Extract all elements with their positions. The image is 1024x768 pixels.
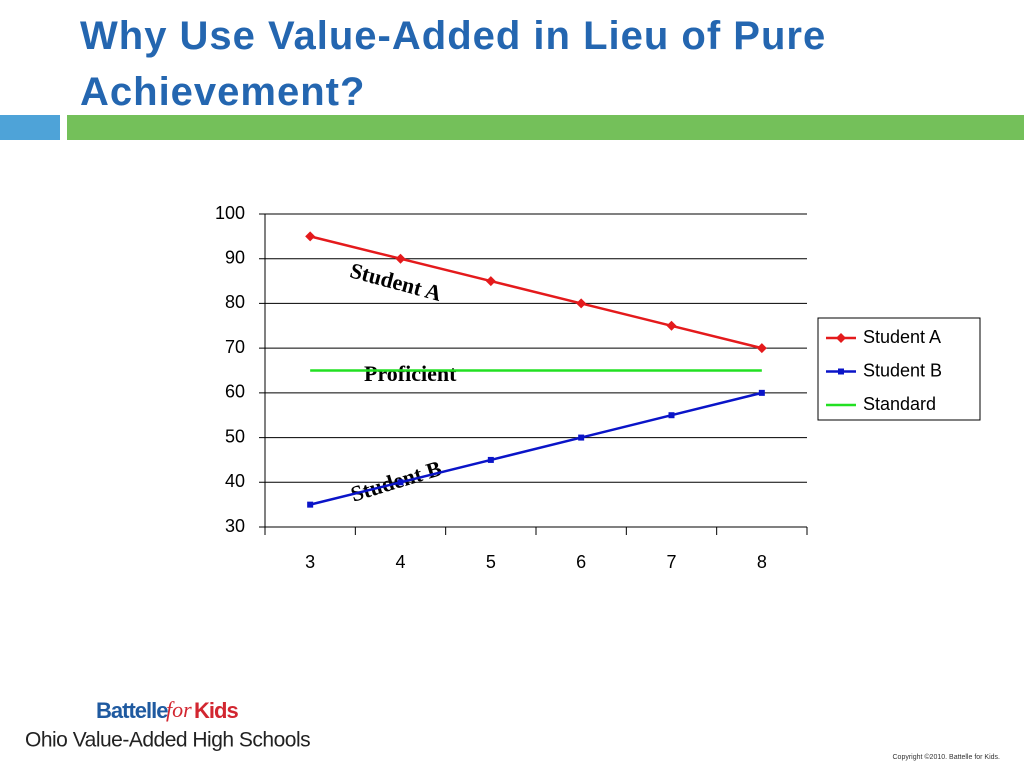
series-line	[309, 235, 763, 350]
y-tick-label: 100	[215, 203, 245, 223]
legend-box	[817, 317, 981, 421]
data-point	[668, 412, 675, 419]
legend-label: Student A	[863, 327, 941, 347]
y-tick-label: 80	[225, 292, 245, 312]
data-point	[576, 298, 587, 309]
y-tick-label: 30	[225, 516, 245, 536]
data-point	[397, 479, 404, 486]
y-tick-label: 40	[225, 471, 245, 491]
legend-label: Student B	[863, 360, 942, 380]
x-tick-label: 6	[576, 552, 586, 572]
series-line	[309, 391, 763, 506]
logo-subtitle: Ohio Value-Added High Schools	[25, 729, 310, 752]
data-point	[485, 276, 496, 287]
annotation: Proficient	[364, 361, 457, 386]
y-tick-label: 90	[225, 247, 245, 267]
annotation: Student B	[348, 455, 445, 506]
accent-bar	[0, 115, 60, 140]
data-point	[578, 434, 585, 441]
data-point	[758, 389, 765, 396]
y-tick-label: 60	[225, 382, 245, 402]
x-tick-label: 7	[666, 552, 676, 572]
data-point	[305, 231, 316, 242]
data-point	[395, 253, 406, 264]
x-tick-label: 5	[486, 552, 496, 572]
data-point	[307, 501, 314, 508]
data-point	[666, 320, 677, 331]
data-point	[487, 456, 494, 463]
logo-brand: Battelle	[96, 698, 168, 723]
logo-brand-end: Kids	[194, 698, 238, 723]
x-tick-label: 4	[395, 552, 405, 572]
legend-marker	[838, 368, 844, 375]
legend-label: Standard	[863, 394, 936, 414]
data-point	[756, 343, 767, 354]
slide-title: Why Use Value-Added in Lieu of Pure Achi…	[80, 14, 827, 114]
y-tick-label: 70	[225, 337, 245, 357]
x-tick-label: 8	[757, 552, 767, 572]
legend-marker	[836, 333, 846, 343]
accent-bar	[67, 115, 1024, 140]
logo-joiner: for	[166, 697, 192, 722]
y-tick-label: 50	[225, 426, 245, 446]
copyright: Copyright ©2010. Battelle for Kids.	[893, 753, 1001, 761]
x-tick-label: 3	[305, 552, 315, 572]
